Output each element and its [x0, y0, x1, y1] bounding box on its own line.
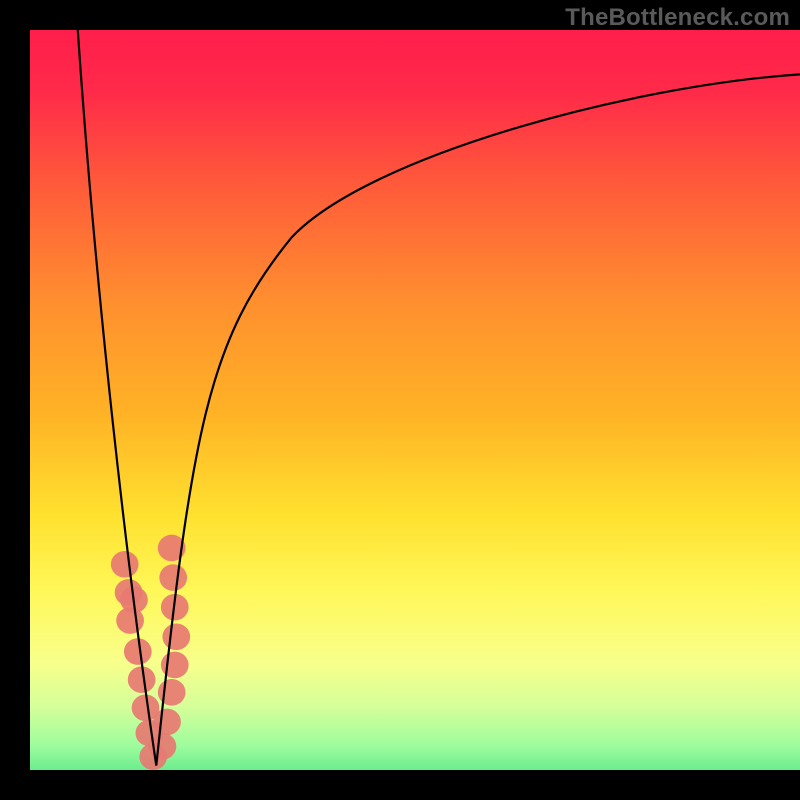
- bottleneck-curve: [78, 30, 800, 766]
- plot-area: [30, 30, 800, 770]
- chart-frame: TheBottleneck.com: [0, 0, 800, 800]
- data-marker: [153, 709, 181, 736]
- data-marker: [111, 551, 139, 578]
- curve-layer: [30, 30, 800, 770]
- data-marker: [161, 652, 189, 679]
- watermark-label: TheBottleneck.com: [565, 4, 790, 32]
- data-marker: [162, 623, 190, 650]
- data-marker: [124, 638, 152, 665]
- data-marker: [128, 666, 156, 693]
- data-marker: [159, 564, 187, 591]
- data-marker: [158, 679, 186, 706]
